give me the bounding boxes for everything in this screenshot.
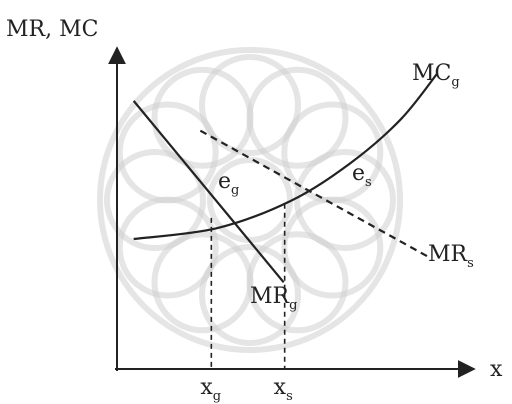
curve-mrg [132,100,285,284]
label-es: es [352,161,372,190]
x-axis-label: x [490,357,503,382]
label-eg: eg [218,169,239,198]
label-mrs-sub: s [467,256,474,271]
xtick-es-sub: s [286,389,293,404]
curves [132,73,438,284]
equilibrium-drop-lines [210,203,286,369]
xtick-es: xs [274,375,293,404]
label-mrs-main: MR [428,242,469,267]
watermark-rosette [97,47,403,353]
xtick-es-main: x [274,375,287,400]
label-mc-main: MC [412,61,451,86]
label-mrg-main: MR [250,284,291,309]
xtick-eg-sub: g [213,389,221,404]
label-eg-main: e [218,169,231,194]
label-mrg-sub: g [289,298,297,313]
curve-mc [133,73,438,241]
label-es-main: e [352,161,365,186]
curve-mrs [199,129,431,259]
label-mrs: MRs [428,242,474,271]
label-eg-sub: g [231,183,239,198]
xtick-eg: xg [200,375,221,404]
xtick-eg-main: x [200,375,213,400]
y-axis-label: MR, MC [6,17,98,42]
label-mrg: MRg [250,284,297,313]
label-es-sub: s [365,175,372,190]
label-mc-sub: g [451,75,459,90]
label-mc: MCg [412,61,460,90]
